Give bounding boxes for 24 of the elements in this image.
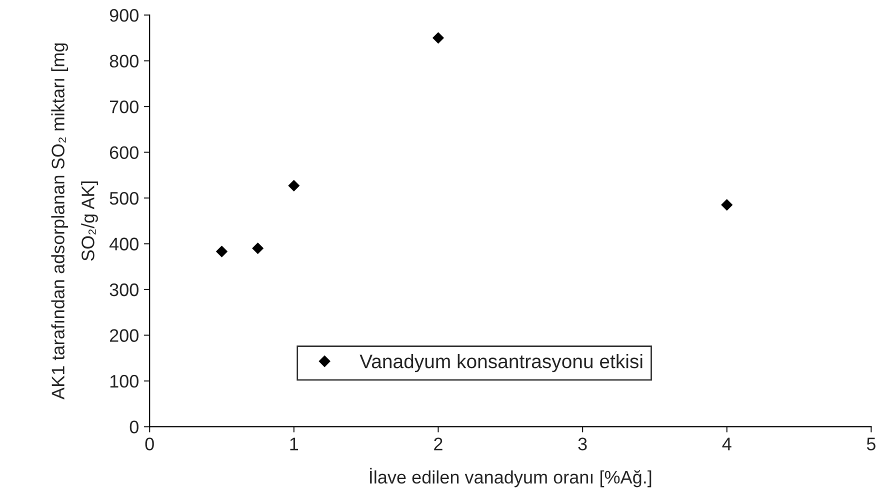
point <box>432 32 444 44</box>
point <box>288 180 300 192</box>
y-tick-label: 400 <box>109 238 138 250</box>
y-tick-label: 800 <box>110 54 138 68</box>
y-tick-label: 500 <box>110 192 138 205</box>
x-tick-label: 4 <box>722 438 732 450</box>
point <box>216 246 228 258</box>
x-tick-label: 1 <box>290 438 298 450</box>
y-axis-title: AK1 tarafından adsorplanan SO₂ miktarı [mg SO₂/g AK] <box>51 43 98 400</box>
x-tick-label: 2 <box>434 438 442 450</box>
y-tick-label: 700 <box>110 100 138 114</box>
point <box>721 199 733 211</box>
x-axis-title: İlave edilen vanadyum oranı [%Ağ.] <box>370 468 652 488</box>
y-tick-label: 900 <box>110 8 138 22</box>
y-tick-label: 0 <box>130 420 138 434</box>
x-tick-label: 5 <box>866 438 876 450</box>
y-tick-label: 200 <box>110 329 138 342</box>
point <box>252 242 264 254</box>
y-tick-label: 300 <box>110 283 138 296</box>
y-tick-label: 600 <box>110 146 138 159</box>
x-tick-label: 0 <box>145 438 154 450</box>
y-tick-label: 100 <box>110 374 138 388</box>
x-tick-label: 3 <box>578 438 587 450</box>
legend-label: Vanadyum konsantrasyonu etkisi <box>360 354 642 372</box>
